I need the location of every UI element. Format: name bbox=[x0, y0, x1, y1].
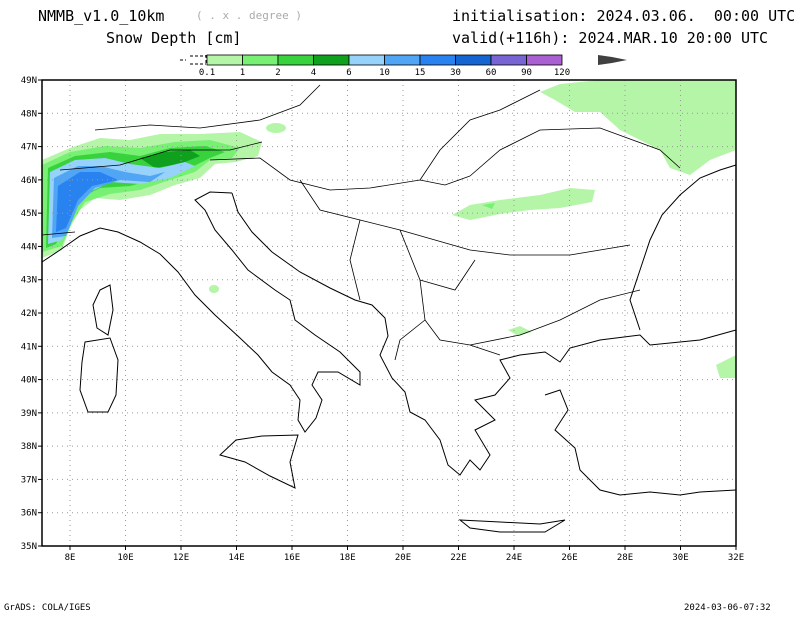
legend-label: 30 bbox=[450, 68, 461, 78]
lat-label: 45N bbox=[21, 209, 37, 219]
lon-label: 14E bbox=[228, 553, 244, 563]
snow-patch-ukraine bbox=[540, 80, 736, 175]
lat-label: 40N bbox=[21, 376, 37, 386]
coast-italy-west bbox=[41, 191, 361, 433]
coast-adriatic-east bbox=[231, 192, 737, 476]
legend-label: 0.1 bbox=[199, 68, 215, 78]
coast-aegean-turkey bbox=[544, 389, 737, 496]
legend-label: 1 bbox=[240, 68, 245, 78]
legend-swatch bbox=[526, 54, 563, 66]
coastlines-and-borders bbox=[41, 84, 737, 533]
legend-swatch bbox=[490, 54, 527, 66]
snow-patch-balkan bbox=[452, 188, 595, 220]
legend-label: 15 bbox=[415, 68, 426, 78]
footer-timestamp: 2024-03-06-07:32 bbox=[684, 603, 771, 613]
lat-label: 48N bbox=[21, 109, 37, 119]
legend-swatch bbox=[313, 54, 350, 66]
initialisation-time: initialisation: 2024.03.06. 00:00 UTC bbox=[452, 7, 796, 25]
legend-swatch bbox=[455, 54, 492, 66]
snow-patch-alps-east bbox=[266, 123, 286, 133]
legend-label: 10 bbox=[379, 68, 390, 78]
lat-label: 39N bbox=[21, 409, 37, 419]
lat-label: 44N bbox=[21, 242, 37, 252]
coast-sicily bbox=[219, 434, 299, 489]
legend-swatch bbox=[206, 54, 243, 66]
color-legend: 0.1 1 2 4 6 10 15 30 60 90 120 bbox=[180, 54, 627, 78]
lat-label: 49N bbox=[21, 76, 37, 86]
lon-label: 32E bbox=[728, 553, 744, 563]
snow-patch-sw-bg bbox=[508, 326, 532, 336]
model-name: NMMB_v1.0_10km bbox=[38, 7, 165, 25]
legend-label: 120 bbox=[554, 68, 570, 78]
lat-label: 38N bbox=[21, 442, 37, 452]
lon-label: 12E bbox=[173, 553, 189, 563]
valid-time: valid(+116h): 2024.MAR.10 20:00 UTC bbox=[452, 29, 769, 47]
lon-label: 28E bbox=[617, 553, 633, 563]
lon-label: 20E bbox=[395, 553, 411, 563]
coast-black-sea bbox=[629, 164, 737, 331]
lon-label: 30E bbox=[672, 553, 688, 563]
lat-label: 36N bbox=[21, 509, 37, 519]
longitude-labels: 8E 10E 12E 14E 16E 18E 20E 22E 24E 26E 28E 30E 32E bbox=[65, 546, 744, 563]
snow-patch-alps-l6 bbox=[56, 172, 118, 232]
variable-title: Snow Depth [cm] bbox=[106, 29, 242, 47]
lon-label: 24E bbox=[506, 553, 522, 563]
lat-label: 47N bbox=[21, 143, 37, 153]
legend-label: 60 bbox=[486, 68, 497, 78]
legend-label: 90 bbox=[521, 68, 532, 78]
lon-label: 16E bbox=[284, 553, 300, 563]
lon-label: 26E bbox=[561, 553, 577, 563]
graticule bbox=[42, 80, 736, 546]
map-area bbox=[41, 79, 737, 547]
legend-label: 4 bbox=[311, 68, 316, 78]
coast-crete bbox=[458, 519, 566, 533]
legend-swatch bbox=[348, 54, 385, 66]
snow-fields bbox=[42, 80, 736, 378]
grid-resolution-note: ( . x . degree ) bbox=[196, 9, 302, 22]
lon-label: 10E bbox=[117, 553, 133, 563]
lat-label: 42N bbox=[21, 309, 37, 319]
legend-label: 2 bbox=[275, 68, 280, 78]
legend-underflow-marker bbox=[180, 55, 207, 65]
footer-software: GrADS: COLA/IGES bbox=[4, 603, 91, 613]
lat-label: 41N bbox=[21, 342, 37, 352]
legend-label: 6 bbox=[346, 68, 351, 78]
lat-label: 37N bbox=[21, 475, 37, 485]
coast-sardinia bbox=[79, 337, 119, 413]
legend-overflow-arrow bbox=[598, 55, 627, 65]
legend-swatch bbox=[277, 54, 314, 66]
lat-label: 35N bbox=[21, 542, 37, 552]
lon-label: 8E bbox=[65, 553, 76, 563]
coast-corsica bbox=[92, 284, 114, 336]
lat-label: 43N bbox=[21, 276, 37, 286]
latitude-labels: 49N 48N 47N 46N 45N 44N 43N 42N 41N 40N 39N 38N 37N 3… bbox=[21, 76, 42, 552]
legend-swatch bbox=[384, 54, 421, 66]
border-lines bbox=[41, 84, 681, 361]
snow-patch-east bbox=[716, 355, 736, 378]
legend-swatch bbox=[419, 54, 456, 66]
snow-patch-balkan-core bbox=[482, 203, 495, 209]
snow-patch-ukraine-north bbox=[600, 80, 736, 100]
lon-label: 22E bbox=[450, 553, 466, 563]
legend-swatch bbox=[242, 54, 279, 66]
snow-patch-apennine bbox=[209, 285, 219, 293]
lon-label: 18E bbox=[339, 553, 355, 563]
lat-label: 46N bbox=[21, 176, 37, 186]
